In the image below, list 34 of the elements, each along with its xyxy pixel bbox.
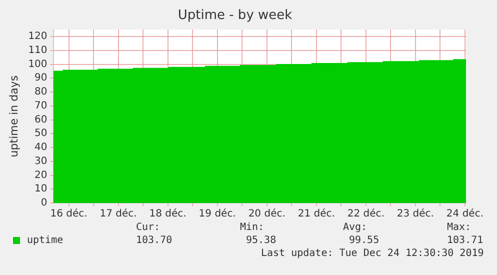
y-tick-label: 10 [34,184,48,195]
y-tick-label: 20 [34,170,48,181]
x-tick-label: 19 déc. [198,208,236,220]
y-axis-title: uptime in days [7,75,20,158]
y-tick-label: 100 [28,58,48,70]
text: 95.38 [246,235,276,246]
text: 103.71 [447,235,484,246]
y-tick-label: 30 [34,156,48,167]
y-tick-label: 0 [40,198,48,209]
x-tick-label: 22 déc. [347,208,384,220]
y-tick-label: 60 [34,114,48,126]
text: Max: [447,222,472,233]
y-tick-label: 70 [34,100,48,112]
x-tick-label: 21 déc. [298,208,335,220]
text: 103.70 [136,235,172,246]
x-tick-label: 18 déc. [149,208,186,220]
y-tick-label: 90 [34,72,48,84]
y-tick-label: 40 [34,142,48,154]
legend-label: uptime [27,235,64,246]
y-tick-label: 50 [34,128,48,140]
x-tick-label: 23 déc. [396,208,434,220]
y-tick-label: 110 [28,45,48,56]
text: Min: [240,222,264,233]
x-tick-label: 20 déc. [248,208,286,220]
text: Cur: [136,222,160,233]
text: 99.55 [349,235,380,246]
chart-title: Uptime - by week [178,8,293,24]
y-tick-label: 120 [28,31,48,42]
x-tick-label: 24 déc. [446,208,484,220]
text: Avg: [343,222,368,233]
text: Last update: Tue Dec 24 12:30:30 2019 [261,248,484,259]
y-tick-label: 80 [34,86,48,98]
x-tick-label: 17 déc. [100,208,137,220]
x-tick-label: 16 déc. [50,208,88,220]
